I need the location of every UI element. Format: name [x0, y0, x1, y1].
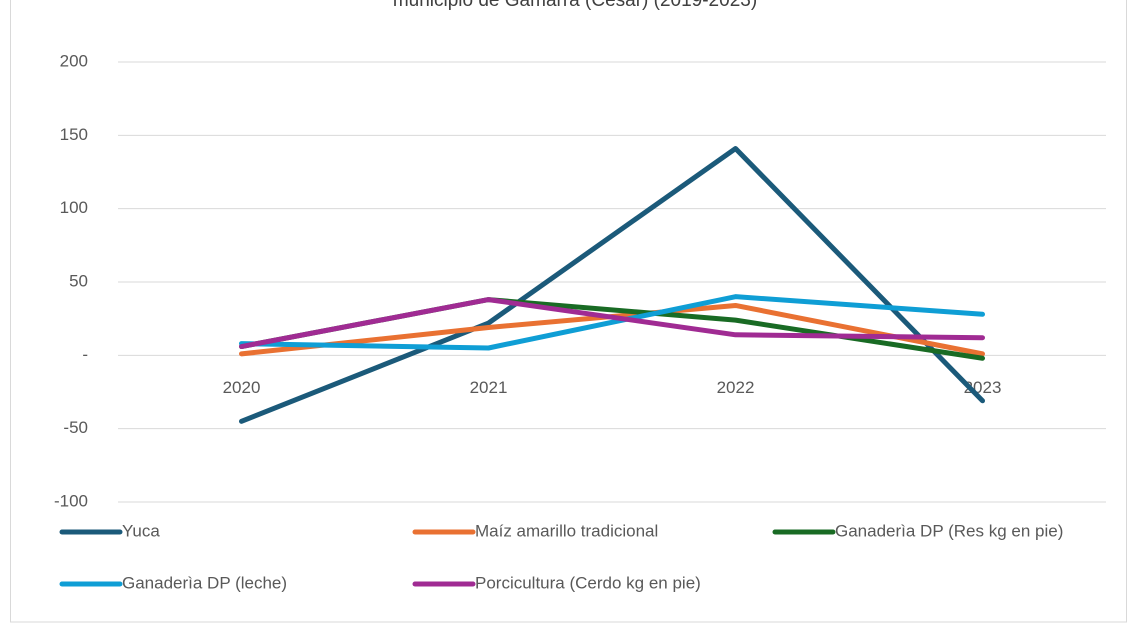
chart-title: municipio de Gamarra (Cesar) (2019-2023)	[393, 0, 757, 11]
y-tick-label: 150	[60, 125, 88, 144]
legend-label: Maíz amarillo tradicional	[475, 521, 658, 540]
y-tick-label: -	[82, 345, 88, 364]
legend-label: Ganaderìa DP (Res kg en pie)	[835, 521, 1063, 540]
y-tick-label: -100	[54, 491, 88, 510]
y-tick-label: 200	[60, 51, 88, 70]
x-tick-label: 2020	[223, 378, 261, 397]
series-line	[239, 297, 985, 350]
y-tick-label: 50	[69, 271, 88, 290]
legend-label: Porcicultura (Cerdo kg en pie)	[475, 573, 701, 592]
series-line	[239, 146, 985, 424]
y-tick-label: -50	[63, 418, 88, 437]
legend-label: Yuca	[122, 521, 160, 540]
legend-label: Ganaderìa DP (leche)	[122, 573, 287, 592]
series-line	[239, 294, 985, 351]
x-tick-label: 2022	[717, 378, 755, 397]
y-tick-label: 100	[60, 198, 88, 217]
x-tick-label: 2021	[470, 378, 508, 397]
